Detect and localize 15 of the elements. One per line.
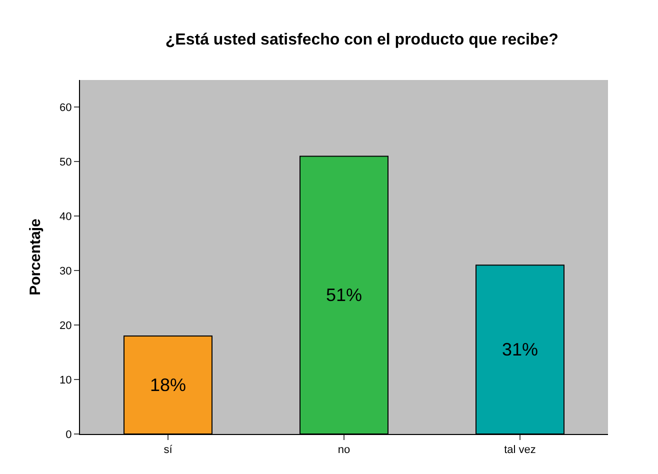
- y-tick-label: 0: [66, 428, 72, 441]
- data-label: 18%: [150, 374, 186, 395]
- y-tick-label: 60: [60, 102, 72, 114]
- y-tick-label: 50: [60, 156, 72, 169]
- x-tick-label: no: [338, 444, 350, 456]
- x-tick-label: tal vez: [504, 444, 536, 456]
- y-tick-label: 40: [60, 211, 72, 223]
- y-tick-label: 10: [60, 374, 72, 386]
- data-label: 51%: [326, 285, 362, 306]
- data-label: 31%: [502, 340, 538, 360]
- y-axis-title: Porcentaje: [26, 218, 44, 296]
- chart-title: ¿Está usted satisfecho con el producto que recibe?: [165, 31, 558, 48]
- y-tick-label: 20: [60, 320, 72, 332]
- x-tick-label: sí: [164, 444, 174, 456]
- y-tick-label: 30: [60, 265, 72, 278]
